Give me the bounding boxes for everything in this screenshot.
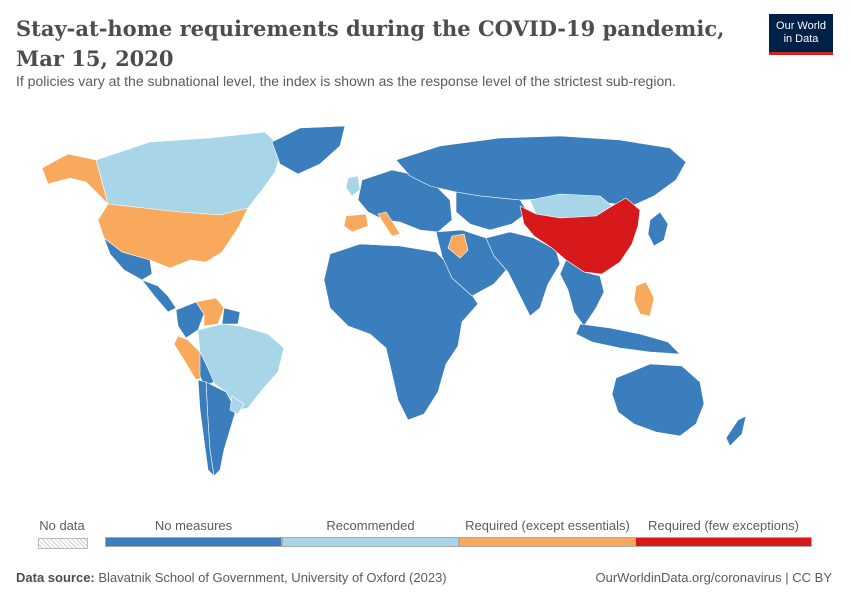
data-source-text: Blavatnik School of Government, Universi… bbox=[98, 570, 447, 585]
region-italy[interactable] bbox=[377, 211, 401, 237]
region-mexico[interactable] bbox=[103, 237, 153, 281]
region-central-america[interactable] bbox=[141, 279, 177, 313]
region-africa[interactable] bbox=[323, 243, 479, 421]
region-china[interactable] bbox=[519, 197, 641, 275]
legend-label: Recommended bbox=[326, 518, 415, 533]
legend: No data No measures Recommended Required (… bbox=[0, 515, 850, 555]
region-new-zealand[interactable] bbox=[725, 415, 747, 447]
region-indonesia[interactable] bbox=[575, 323, 681, 355]
data-source-label: Data source: bbox=[16, 570, 95, 585]
data-source: Data source: Blavatnik School of Governm… bbox=[16, 570, 447, 585]
region-venezuela[interactable] bbox=[195, 297, 225, 327]
chart-title: Stay-at-home requirements during the COV… bbox=[16, 16, 725, 71]
logo-line-1: Our World bbox=[776, 20, 826, 32]
region-uruguay[interactable] bbox=[229, 395, 245, 415]
legend-no-data-label: No data bbox=[39, 518, 85, 533]
region-guianas[interactable] bbox=[221, 307, 241, 325]
legend-label: Required (except essentials) bbox=[465, 518, 630, 533]
region-alaska[interactable] bbox=[41, 153, 109, 205]
legend-swatch[interactable] bbox=[459, 537, 636, 547]
logo-line-2: in Data bbox=[783, 33, 819, 45]
region-spain[interactable] bbox=[343, 213, 369, 233]
legend-no-data-swatch[interactable] bbox=[38, 538, 88, 549]
region-philippines[interactable] bbox=[633, 281, 655, 317]
legend-swatch[interactable] bbox=[105, 537, 282, 547]
region-japan[interactable] bbox=[647, 211, 669, 247]
source-link[interactable]: OurWorldinData.org/coronavirus | CC BY bbox=[595, 570, 832, 585]
region-chile[interactable] bbox=[197, 379, 215, 477]
owid-logo[interactable]: Our World in Data bbox=[769, 14, 833, 55]
region-russia[interactable] bbox=[395, 135, 687, 207]
region-central-asia[interactable] bbox=[455, 191, 529, 231]
chart-subtitle: If policies vary at the subnational leve… bbox=[16, 73, 676, 89]
region-southeast-asia[interactable] bbox=[559, 259, 605, 327]
legend-label: Required (few exceptions) bbox=[647, 518, 800, 533]
region-united-kingdom[interactable] bbox=[345, 175, 361, 197]
region-canada[interactable] bbox=[95, 131, 283, 216]
legend-label: No measures bbox=[154, 518, 233, 533]
legend-swatch[interactable] bbox=[282, 537, 459, 547]
world-map[interactable] bbox=[0, 120, 850, 510]
region-india[interactable] bbox=[485, 231, 561, 317]
legend-swatch[interactable] bbox=[635, 537, 812, 547]
region-australia[interactable] bbox=[611, 363, 705, 437]
region-iraq[interactable] bbox=[447, 233, 469, 259]
region-greenland[interactable] bbox=[271, 125, 346, 175]
